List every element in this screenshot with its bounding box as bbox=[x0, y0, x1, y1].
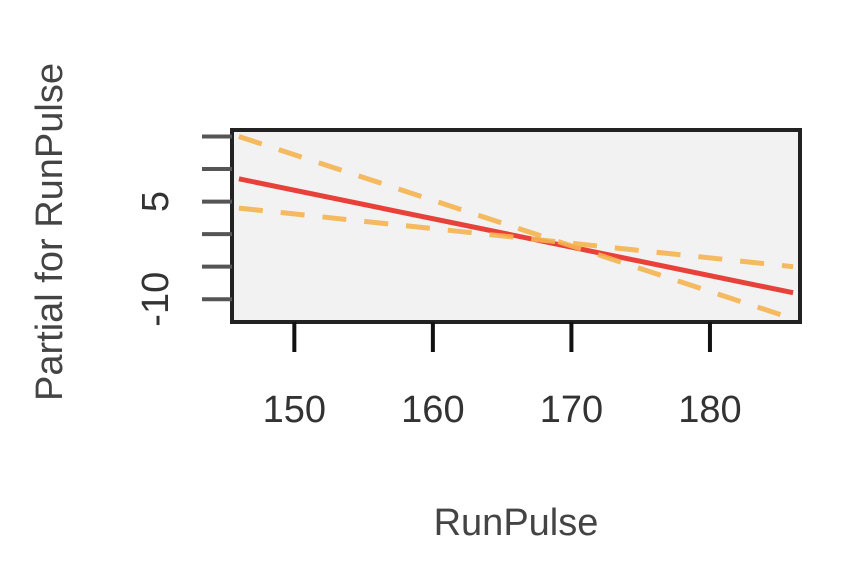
x-axis-title: RunPulse bbox=[434, 502, 599, 544]
series-line-lower-band bbox=[238, 205, 794, 270]
x-tick-label: 150 bbox=[263, 389, 326, 431]
x-axis: 150 160 170 180 bbox=[263, 322, 742, 431]
y-axis-title: Partial for RunPulse bbox=[29, 63, 71, 401]
series-layer bbox=[238, 134, 794, 322]
plot-area bbox=[232, 130, 800, 322]
y-axis: -10 5 bbox=[135, 134, 232, 327]
series-line-upper-band bbox=[238, 134, 794, 322]
y-tick-label: 5 bbox=[135, 191, 177, 212]
series-line-fit bbox=[238, 176, 794, 296]
plot-background bbox=[232, 130, 800, 322]
plot-frame bbox=[230, 128, 802, 324]
x-tick-label: 170 bbox=[540, 389, 603, 431]
x-tick-label: 160 bbox=[401, 389, 464, 431]
x-tick-label: 180 bbox=[678, 389, 741, 431]
y-tick-label: -10 bbox=[135, 272, 177, 327]
